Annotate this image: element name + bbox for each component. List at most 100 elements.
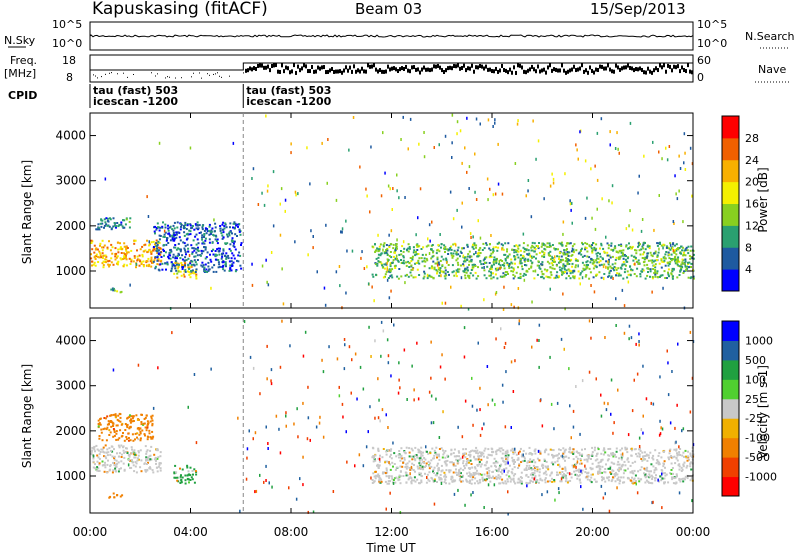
echo-cell <box>379 243 382 246</box>
echo-cell <box>153 453 156 456</box>
echo-cell <box>190 263 193 266</box>
noise-cell <box>494 292 497 296</box>
nave-mark <box>349 65 351 70</box>
echo-cell <box>590 468 593 471</box>
nave-mark <box>579 66 581 71</box>
echo-cell <box>473 244 476 247</box>
echo-cell <box>474 472 477 475</box>
nave-mark <box>537 64 539 69</box>
echo-cell <box>584 467 587 470</box>
echo-cell <box>127 251 130 254</box>
echo-cell <box>122 265 125 267</box>
noise-cell <box>460 276 463 280</box>
noise-cell <box>378 398 380 402</box>
echo-cell <box>179 475 182 478</box>
noise-cell <box>689 410 692 414</box>
nave-mark <box>207 73 208 75</box>
echo-cell <box>400 457 403 460</box>
nave-mark <box>459 66 461 71</box>
nave-mark <box>267 64 269 69</box>
echo-cell <box>152 246 155 248</box>
echo-cell <box>232 261 235 264</box>
nave-mark <box>181 77 182 79</box>
echo-cell <box>513 480 516 483</box>
echo-cell <box>154 265 157 268</box>
noise-cell <box>381 408 384 412</box>
noise-cell <box>396 189 398 193</box>
echo-cell <box>609 465 612 468</box>
echo-cell <box>142 260 145 263</box>
echo-cell <box>648 475 651 478</box>
echo-cell <box>538 468 541 471</box>
echo-cell <box>209 258 212 261</box>
echo-cell <box>649 251 652 254</box>
echo-cell <box>671 476 673 479</box>
nave-mark <box>523 69 525 74</box>
noise-cell <box>295 193 297 197</box>
echo-cell <box>467 459 469 462</box>
echo-cell <box>134 465 137 468</box>
echo-cell <box>374 251 377 253</box>
echo-cell <box>422 277 425 280</box>
echo-cell <box>136 255 139 258</box>
noise-cell <box>399 386 401 390</box>
echo-cell <box>200 252 203 255</box>
echo-cell <box>579 273 582 276</box>
echo-cell <box>142 265 145 268</box>
echo-cell <box>561 471 564 473</box>
noise-cell <box>461 201 463 205</box>
echo-cell <box>521 265 523 268</box>
echo-cell <box>656 460 659 463</box>
echo-cell <box>634 481 636 484</box>
echo-cell <box>183 275 186 278</box>
echo-cell <box>647 259 650 262</box>
echo-cell <box>101 439 104 442</box>
echo-cell <box>232 222 235 225</box>
echo-cell <box>524 273 527 276</box>
echo-cell <box>618 272 621 275</box>
echo-cell <box>538 474 541 477</box>
echo-cell <box>388 476 391 479</box>
echo-cell <box>436 270 439 273</box>
echo-cell <box>400 275 403 278</box>
echo-cell <box>120 444 123 447</box>
noise-cell <box>152 406 155 410</box>
noise-cell <box>259 392 261 396</box>
echo-cell <box>378 245 381 248</box>
noise-cell <box>464 146 466 150</box>
echo-cell <box>604 451 607 454</box>
echo-cell <box>155 466 158 469</box>
echo-cell <box>493 457 496 460</box>
echo-cell <box>497 474 500 477</box>
echo-cell <box>543 458 546 461</box>
echo-cell <box>644 256 647 259</box>
echo-cell <box>176 254 179 257</box>
echo-cell <box>489 454 492 457</box>
echo-cell <box>675 448 678 451</box>
echo-cell <box>572 269 575 272</box>
echo-cell <box>193 255 196 258</box>
echo-cell <box>556 276 559 279</box>
echo-cell <box>464 456 467 459</box>
echo-cell <box>649 270 652 273</box>
echo-cell <box>102 246 105 249</box>
echo-cell <box>534 476 537 479</box>
noise-cell <box>255 489 258 493</box>
echo-cell <box>222 236 225 239</box>
noise-cell <box>413 398 415 402</box>
echo-cell <box>650 470 652 473</box>
noise-cell <box>467 307 470 311</box>
echo-cell <box>585 247 588 250</box>
echo-cell <box>382 276 385 279</box>
echo-cell <box>458 469 460 472</box>
noise-cell <box>377 377 379 381</box>
echo-cell <box>148 459 151 462</box>
echo-cell <box>197 246 199 249</box>
echo-cell <box>408 246 411 248</box>
echo-cell <box>155 227 158 229</box>
echo-cell <box>551 453 553 456</box>
echo-cell <box>410 468 413 471</box>
echo-cell <box>520 480 523 483</box>
echo-cell <box>427 460 430 463</box>
echo-cell <box>510 449 513 452</box>
